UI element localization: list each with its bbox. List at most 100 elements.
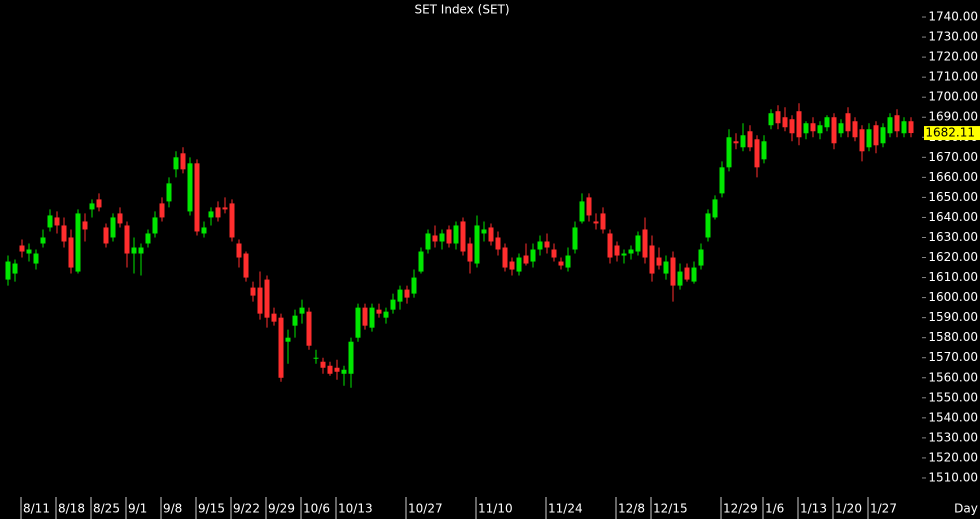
y-tick-label: 1640.00 [928, 210, 978, 224]
candle-body [586, 197, 592, 216]
candle-body [194, 163, 200, 232]
candle-body [236, 243, 242, 258]
candle-body [607, 233, 613, 258]
candle-body [838, 123, 844, 134]
candle-body [327, 365, 333, 374]
candle-body [243, 253, 249, 278]
candle-body [5, 261, 11, 280]
y-tick-label: 1700.00 [928, 90, 978, 104]
x-tick-label: 11/24 [548, 502, 583, 516]
y-tick-label: 1540.00 [928, 410, 978, 424]
candle-body [348, 341, 354, 374]
candle-body [75, 213, 81, 272]
y-tick-label: 1580.00 [928, 330, 978, 344]
candle-body [908, 121, 914, 134]
candle-body [775, 111, 781, 124]
candle-body [768, 113, 774, 126]
candle-body [705, 213, 711, 238]
candle-body [117, 213, 123, 224]
candle-body [19, 245, 25, 252]
x-tick-label: 8/25 [93, 502, 120, 516]
candle-body [453, 225, 459, 244]
y-tick-label: 1670.00 [928, 150, 978, 164]
candle-body [740, 135, 746, 148]
candle-body [516, 257, 522, 272]
x-tick-label: 9/22 [233, 502, 260, 516]
y-tick-label: 1720.00 [928, 50, 978, 64]
candle-body [649, 245, 655, 274]
candle-body [208, 211, 214, 218]
candle-body [124, 225, 130, 254]
candle-body [810, 123, 816, 132]
x-tick-label: 1/13 [800, 502, 827, 516]
candle-body [159, 203, 165, 218]
last-price-box [924, 126, 980, 141]
candle-body [446, 229, 452, 244]
candle-body [96, 199, 102, 208]
candle-body [292, 315, 298, 326]
candle-body [460, 221, 466, 252]
candle-body [215, 207, 221, 218]
candle-body [684, 267, 690, 280]
candle-body [306, 311, 312, 346]
candle-body [355, 307, 361, 338]
candle-body [761, 141, 767, 160]
y-tick-label: 1730.00 [928, 30, 978, 44]
x-axis-label: Day [954, 502, 978, 516]
candle-body [537, 241, 543, 250]
candle-body [40, 237, 46, 244]
candle-body [411, 277, 417, 294]
candle-body [901, 121, 907, 134]
candle-body [278, 317, 284, 378]
y-tick-label: 1620.00 [928, 250, 978, 264]
candle-body [271, 313, 277, 322]
candle-body [593, 221, 599, 224]
candle-body [418, 251, 424, 272]
candle-body [656, 257, 662, 266]
candle-body [831, 117, 837, 144]
x-tick-label: 10/13 [338, 502, 373, 516]
y-tick-label: 1600.00 [928, 290, 978, 304]
x-tick-label: 10/6 [303, 502, 330, 516]
candle-body [432, 235, 438, 242]
candle-body [369, 307, 375, 328]
candle-body [131, 247, 137, 254]
x-tick-label: 9/1 [128, 502, 147, 516]
candle-body [180, 153, 186, 170]
y-tick-label: 1740.00 [928, 10, 978, 24]
candle-body [110, 217, 116, 238]
candle-body [103, 227, 109, 244]
y-tick-label: 1510.00 [928, 470, 978, 484]
y-tick-label: 1650.00 [928, 190, 978, 204]
candle-body [89, 203, 95, 210]
candle-body [68, 237, 74, 268]
x-tick-label: 9/29 [268, 502, 295, 516]
y-tick-label: 1570.00 [928, 350, 978, 364]
candle-body [558, 261, 564, 266]
x-tick-label: 10/27 [408, 502, 443, 516]
candle-body [334, 367, 340, 372]
candle-body [390, 299, 396, 310]
candle-body [397, 289, 403, 302]
candle-body [845, 113, 851, 132]
candle-body [26, 249, 32, 254]
candle-body [488, 227, 494, 242]
y-tick-label: 1630.00 [928, 230, 978, 244]
candle-body [894, 115, 900, 132]
x-tick-label: 1/6 [765, 502, 784, 516]
candle-body [880, 127, 886, 144]
candle-body [670, 257, 676, 286]
candle-body [320, 361, 326, 368]
x-tick-label: 9/15 [198, 502, 225, 516]
candle-body [663, 261, 669, 274]
candle-body [565, 255, 571, 268]
candle-body [887, 117, 893, 134]
candle-body [201, 227, 207, 234]
y-tick-label: 1550.00 [928, 390, 978, 404]
candle-body [852, 121, 858, 138]
candle-body [47, 215, 53, 228]
candle-body [789, 119, 795, 134]
candle-body [82, 221, 88, 230]
candle-body [467, 243, 473, 262]
